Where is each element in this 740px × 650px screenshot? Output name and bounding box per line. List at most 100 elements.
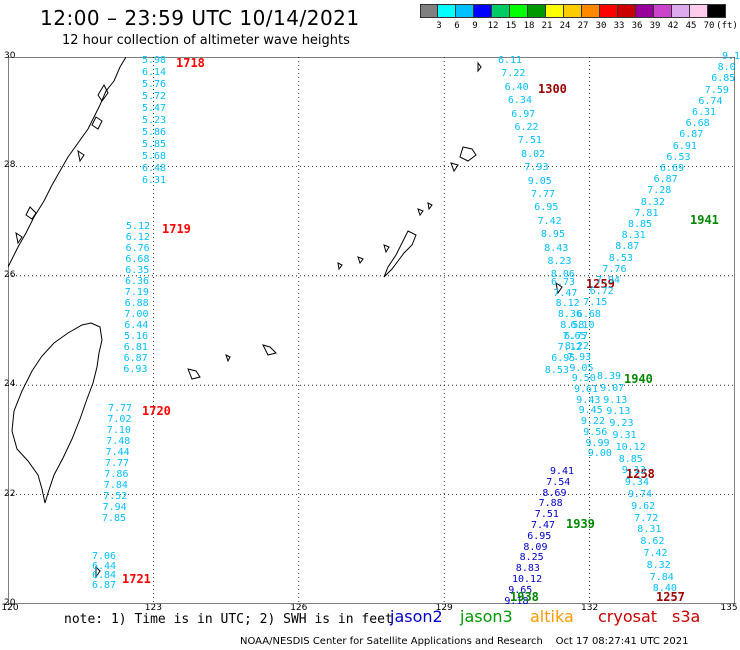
china-coastline — [8, 57, 127, 268]
colorbar-label: 9 — [472, 21, 478, 31]
wave-height-value: 7.15 — [583, 297, 608, 309]
wave-height-value: 9.18 — [504, 595, 529, 607]
wave-height-value: 7.22 — [501, 68, 526, 80]
wave-height-value: 6.10 — [570, 319, 595, 331]
wave-height-value: 7.59 — [704, 84, 729, 96]
wave-height-value: 6.84 — [92, 570, 117, 581]
pass-time-label: 1719 — [162, 222, 191, 236]
wave-height-value: 6.68 — [685, 118, 710, 130]
wave-height-value: 7.94 — [596, 275, 621, 286]
latitude-label: 24 — [4, 379, 16, 390]
wave-height-value: 8.95 — [540, 229, 565, 241]
colorbar-label: 33 — [613, 21, 625, 31]
wave-height-value: 9.50 — [571, 373, 596, 385]
wave-height-value: 6.74 — [698, 95, 723, 107]
wave-height-value: 9.34 — [624, 477, 649, 489]
wave-height-value: 9.05 — [527, 175, 552, 187]
wave-height-value: 6.31 — [142, 175, 167, 186]
wave-height-value: 8.53 — [544, 364, 569, 376]
longitude-label: 129 — [435, 603, 453, 613]
colorbar-label: 42 — [667, 21, 679, 31]
satellite-legend-s3a: s3a — [672, 607, 701, 626]
map-title: 12:00 – 23:59 UTC 10/14/2021 — [40, 6, 360, 30]
wave-height-value: 7.44 — [105, 447, 130, 458]
wave-height-value: 6.76 — [125, 243, 150, 254]
pass-time-label: 1941 — [690, 213, 719, 227]
wave-height-value: 6.97 — [511, 108, 536, 120]
taiwan-coastline — [11, 322, 103, 504]
colorbar-label: 18 — [523, 21, 535, 31]
wave-height-value: 7.52 — [103, 491, 128, 502]
wave-height-value: 6.87 — [653, 174, 678, 186]
wave-height-value: 8.62 — [640, 536, 665, 548]
pass-time-label: 1720 — [142, 404, 171, 418]
map-canvas — [8, 57, 735, 604]
wave-height-value: 9.13 — [606, 406, 631, 418]
wave-height-value: 6.95 — [527, 530, 552, 542]
wave-height-value: 5.47 — [142, 103, 167, 114]
wave-height-value: 6.81 — [123, 342, 148, 353]
wave-height-value: 8.25 — [519, 552, 544, 564]
wave-height-value: 6.91 — [672, 140, 697, 152]
wave-height-value: 7.94 — [102, 502, 127, 513]
colorbar-label: 15 — [505, 21, 517, 31]
wave-height-value: 6.35 — [125, 265, 150, 276]
wave-height-value: 7.84 — [649, 571, 674, 583]
pass-time-label: 1259 — [586, 277, 615, 291]
wave-height-value: 5.16 — [124, 331, 149, 342]
wave-height-value: 7.84 — [103, 480, 128, 491]
wave-height-value: 8.40 — [652, 583, 677, 595]
wave-height-value: 6.40 — [504, 81, 529, 93]
wave-height-value: 7.42 — [643, 548, 668, 559]
wave-height-value: 5.12 — [126, 221, 151, 232]
wave-height-value: 8.0 — [717, 62, 736, 74]
colorbar-swatch — [492, 4, 510, 18]
wave-height-value: 6.34 — [507, 95, 532, 107]
wave-height-value: 8.39 — [597, 371, 622, 382]
wave-height-value: 8.02 — [521, 148, 546, 160]
wave-height-value: 8.69 — [542, 487, 567, 499]
wave-height-value: 6.14 — [142, 67, 167, 78]
wave-height-value: 7.06 — [92, 551, 117, 562]
colorbar-label: 36 — [631, 21, 643, 31]
pass-time-label: 1939 — [566, 517, 595, 531]
latitude-label: 28 — [4, 160, 16, 171]
wave-height-value: 7.47 — [531, 520, 556, 531]
wave-height-value: 9.61 — [574, 384, 599, 395]
wave-height-value: 9.13 — [603, 394, 628, 406]
colorbar-swatch — [510, 4, 528, 18]
colorbar-swatch — [546, 4, 564, 18]
wave-height-value: 9.31 — [612, 430, 637, 441]
wave-height-value: 7.42 — [537, 215, 562, 227]
colorbar-swatch — [636, 4, 654, 18]
wave-height-value: 8.12 — [555, 298, 580, 310]
pass-time-label: 1257 — [656, 590, 685, 604]
wave-height-value: 7.51 — [534, 509, 559, 521]
wave-height-value: 6.88 — [124, 298, 149, 309]
wave-height-value: 7.65 — [562, 330, 587, 342]
wave-height-value: 9.99 — [585, 437, 610, 449]
wave-height-value: 9.62 — [631, 500, 656, 512]
colorbar-swatch — [474, 4, 492, 18]
longitude-label: 132 — [581, 603, 599, 613]
colorbar-label: 27 — [577, 21, 589, 31]
wave-height-value: 6.69 — [660, 163, 685, 174]
colorbar-swatch — [528, 4, 546, 18]
colorbar-label: 24 — [559, 21, 571, 31]
wave-height-value: 9.74 — [628, 489, 653, 500]
wave-height-value: 6.87 — [92, 579, 117, 591]
wave-height-value: 9.05 — [569, 362, 594, 374]
wave-height-value: 6.68 — [576, 308, 601, 320]
wave-height-value: 6.36 — [125, 276, 150, 287]
wave-height-value: 7.02 — [107, 414, 132, 425]
satellite-legend-jason2: jason2 — [390, 607, 443, 626]
colorbar-label: (ft) — [716, 21, 738, 31]
wave-height-value: 6.31 — [692, 107, 717, 118]
wave-height-value: 7.93 — [567, 351, 592, 363]
satellite-legend-cryosat: cryosat — [598, 607, 658, 626]
wave-height-value: 9.45 — [578, 405, 603, 417]
wave-height-value: 8.32 — [640, 196, 665, 208]
wave-height-value: 9.07 — [600, 382, 625, 394]
wave-height-value: 8.32 — [646, 559, 671, 571]
